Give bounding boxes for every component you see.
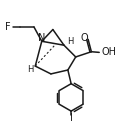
Text: I: I: [70, 113, 73, 123]
Text: H: H: [27, 65, 33, 74]
Text: H: H: [67, 37, 73, 46]
Text: N: N: [38, 33, 46, 43]
Text: F: F: [5, 22, 11, 32]
Text: O: O: [81, 33, 88, 43]
Text: OH: OH: [101, 47, 116, 57]
